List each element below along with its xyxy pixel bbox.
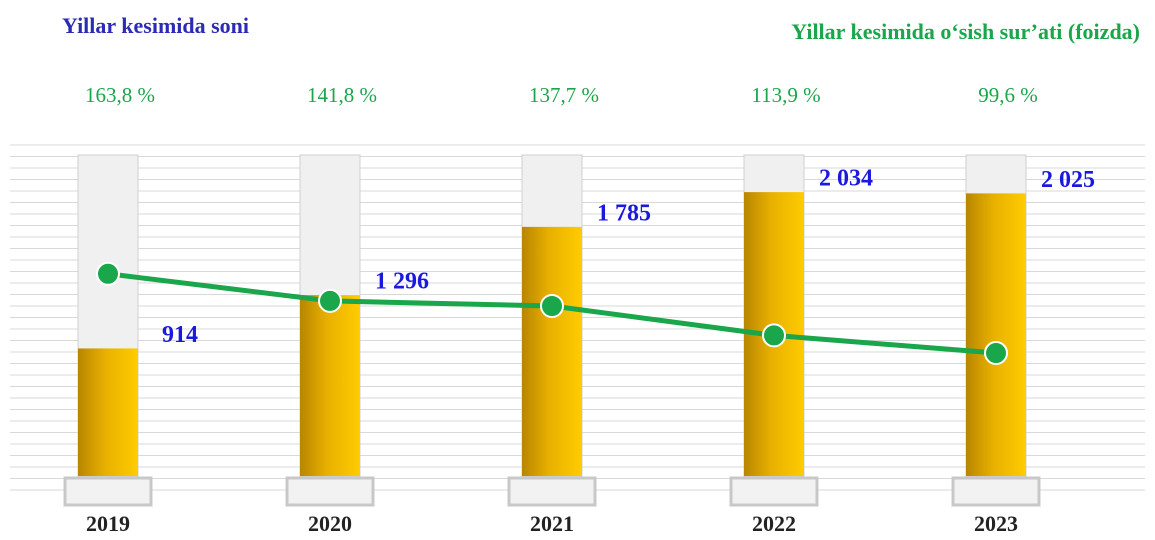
bar: [522, 226, 582, 476]
bar-value-label: 1 785: [597, 200, 651, 226]
bar-base: [729, 476, 819, 507]
line-point: [984, 341, 1008, 366]
legend-bar: Yillar kesimida soni: [62, 13, 249, 38]
line-point: [96, 261, 120, 286]
line-point: [540, 293, 564, 318]
line-value-label: 141,8 %: [307, 83, 377, 107]
line-value-label: 99,6 %: [978, 83, 1038, 107]
legend-line: Yillar kesimida o‘sish sur’ati (foizda): [791, 19, 1140, 44]
line-value-label: 137,7 %: [529, 83, 599, 107]
bar: [300, 295, 360, 476]
bar: [966, 193, 1026, 476]
line-point: [318, 288, 342, 313]
x-tick-label: 2021: [530, 511, 574, 536]
bar-value-label: 2 025: [1041, 167, 1095, 193]
x-tick-label: 2019: [86, 511, 130, 536]
line-point: [762, 323, 786, 348]
line-value-label: 113,9 %: [751, 83, 820, 107]
bar-value-label: 914: [162, 322, 198, 348]
bar-value-label: 1 296: [375, 269, 429, 295]
bar: [78, 348, 138, 476]
bar-base: [951, 476, 1041, 507]
x-tick-label: 2020: [308, 511, 352, 536]
x-tick-label: 2023: [974, 511, 1018, 536]
line-value-label: 163,8 %: [85, 83, 155, 107]
bar-value-label: 2 034: [819, 166, 873, 192]
bar-base: [285, 476, 375, 507]
bar-base: [507, 476, 597, 507]
bar-base: [63, 476, 153, 507]
x-tick-label: 2022: [752, 511, 796, 536]
